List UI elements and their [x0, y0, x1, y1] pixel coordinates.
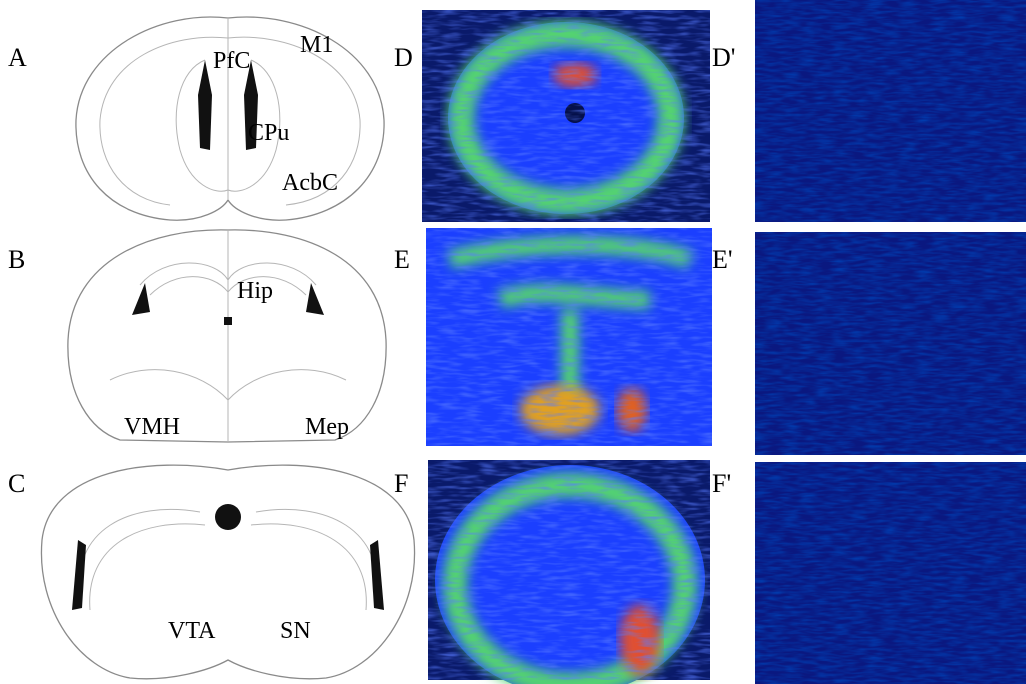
region-label: PfC [213, 48, 250, 74]
region-label: SN [280, 618, 311, 644]
panel-label: F [394, 469, 408, 498]
region-label: CPu [248, 120, 289, 146]
region-label: VMH [124, 414, 180, 440]
panel-label: C [8, 469, 25, 498]
panel-label: D [394, 43, 413, 72]
region-label: Mep [305, 414, 349, 440]
heatmap-e [426, 228, 712, 446]
panel-label: D' [712, 43, 735, 72]
noise [755, 232, 1026, 455]
aqueduct [215, 504, 241, 530]
noise [755, 0, 1026, 222]
region-label: VTA [168, 618, 216, 644]
brain-outline [41, 465, 414, 679]
panel-label: A [8, 43, 27, 72]
noise [428, 460, 710, 680]
atlas-c [41, 465, 414, 679]
region-label: Hip [237, 278, 273, 304]
noise [755, 462, 1026, 684]
atlas-b [68, 230, 386, 442]
noise [422, 10, 710, 222]
brain-outline [68, 230, 386, 442]
region-label: M1 [300, 32, 333, 58]
panel-label: F' [712, 469, 731, 498]
panel-label: E [394, 245, 410, 274]
heatmap-f [428, 460, 710, 684]
region-label: AcbC [282, 170, 338, 196]
panel-label: B [8, 245, 25, 274]
figure: A B C D E F D' E' F' PfC M1 CPu AcbC Hip… [0, 0, 1026, 684]
ventricle [224, 317, 232, 325]
heatmap-d [422, 10, 710, 222]
panel-label: E' [712, 245, 733, 274]
noise [426, 228, 712, 446]
